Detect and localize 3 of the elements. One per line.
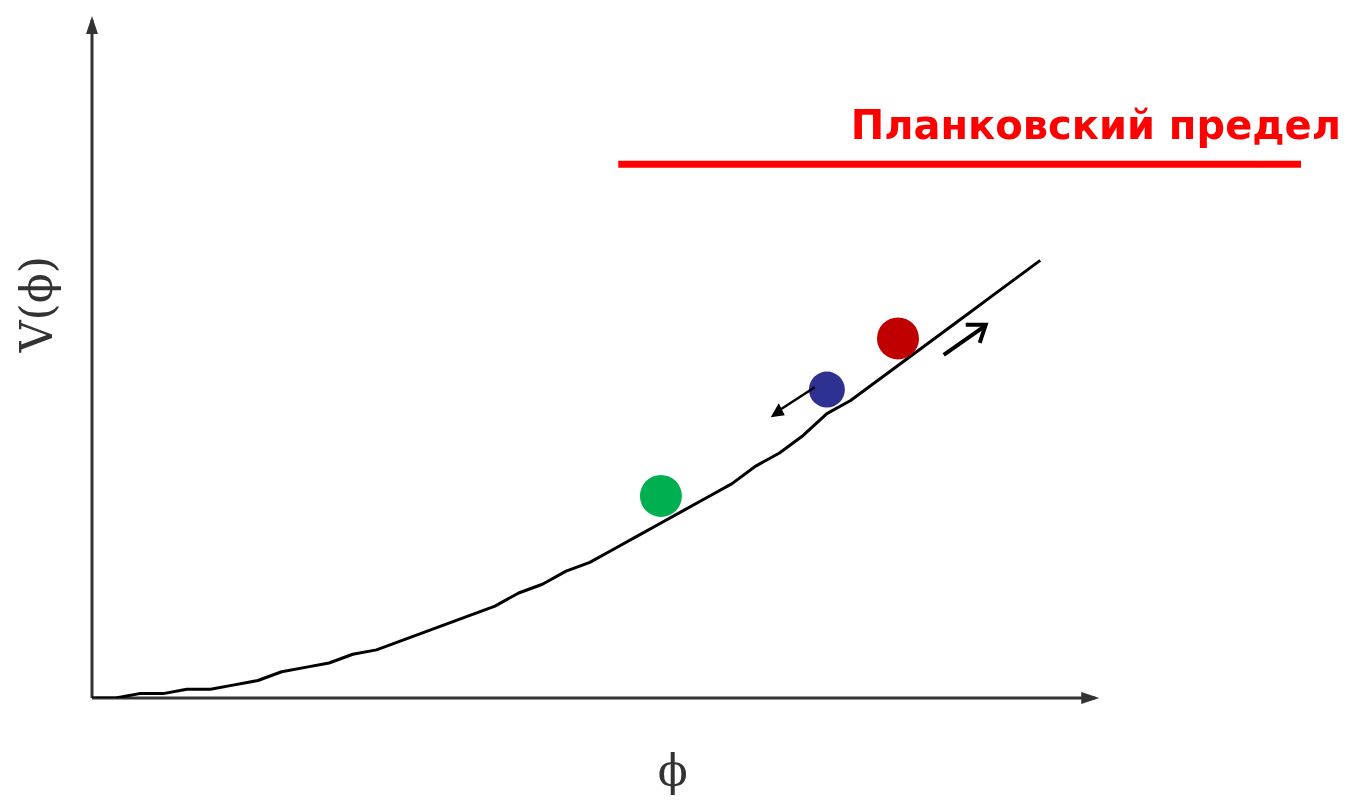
ref-line-label: Планковский предел <box>850 101 1341 148</box>
y-axis-title: V(ϕ) <box>11 256 62 354</box>
x-axis-title: ϕ <box>657 745 688 796</box>
